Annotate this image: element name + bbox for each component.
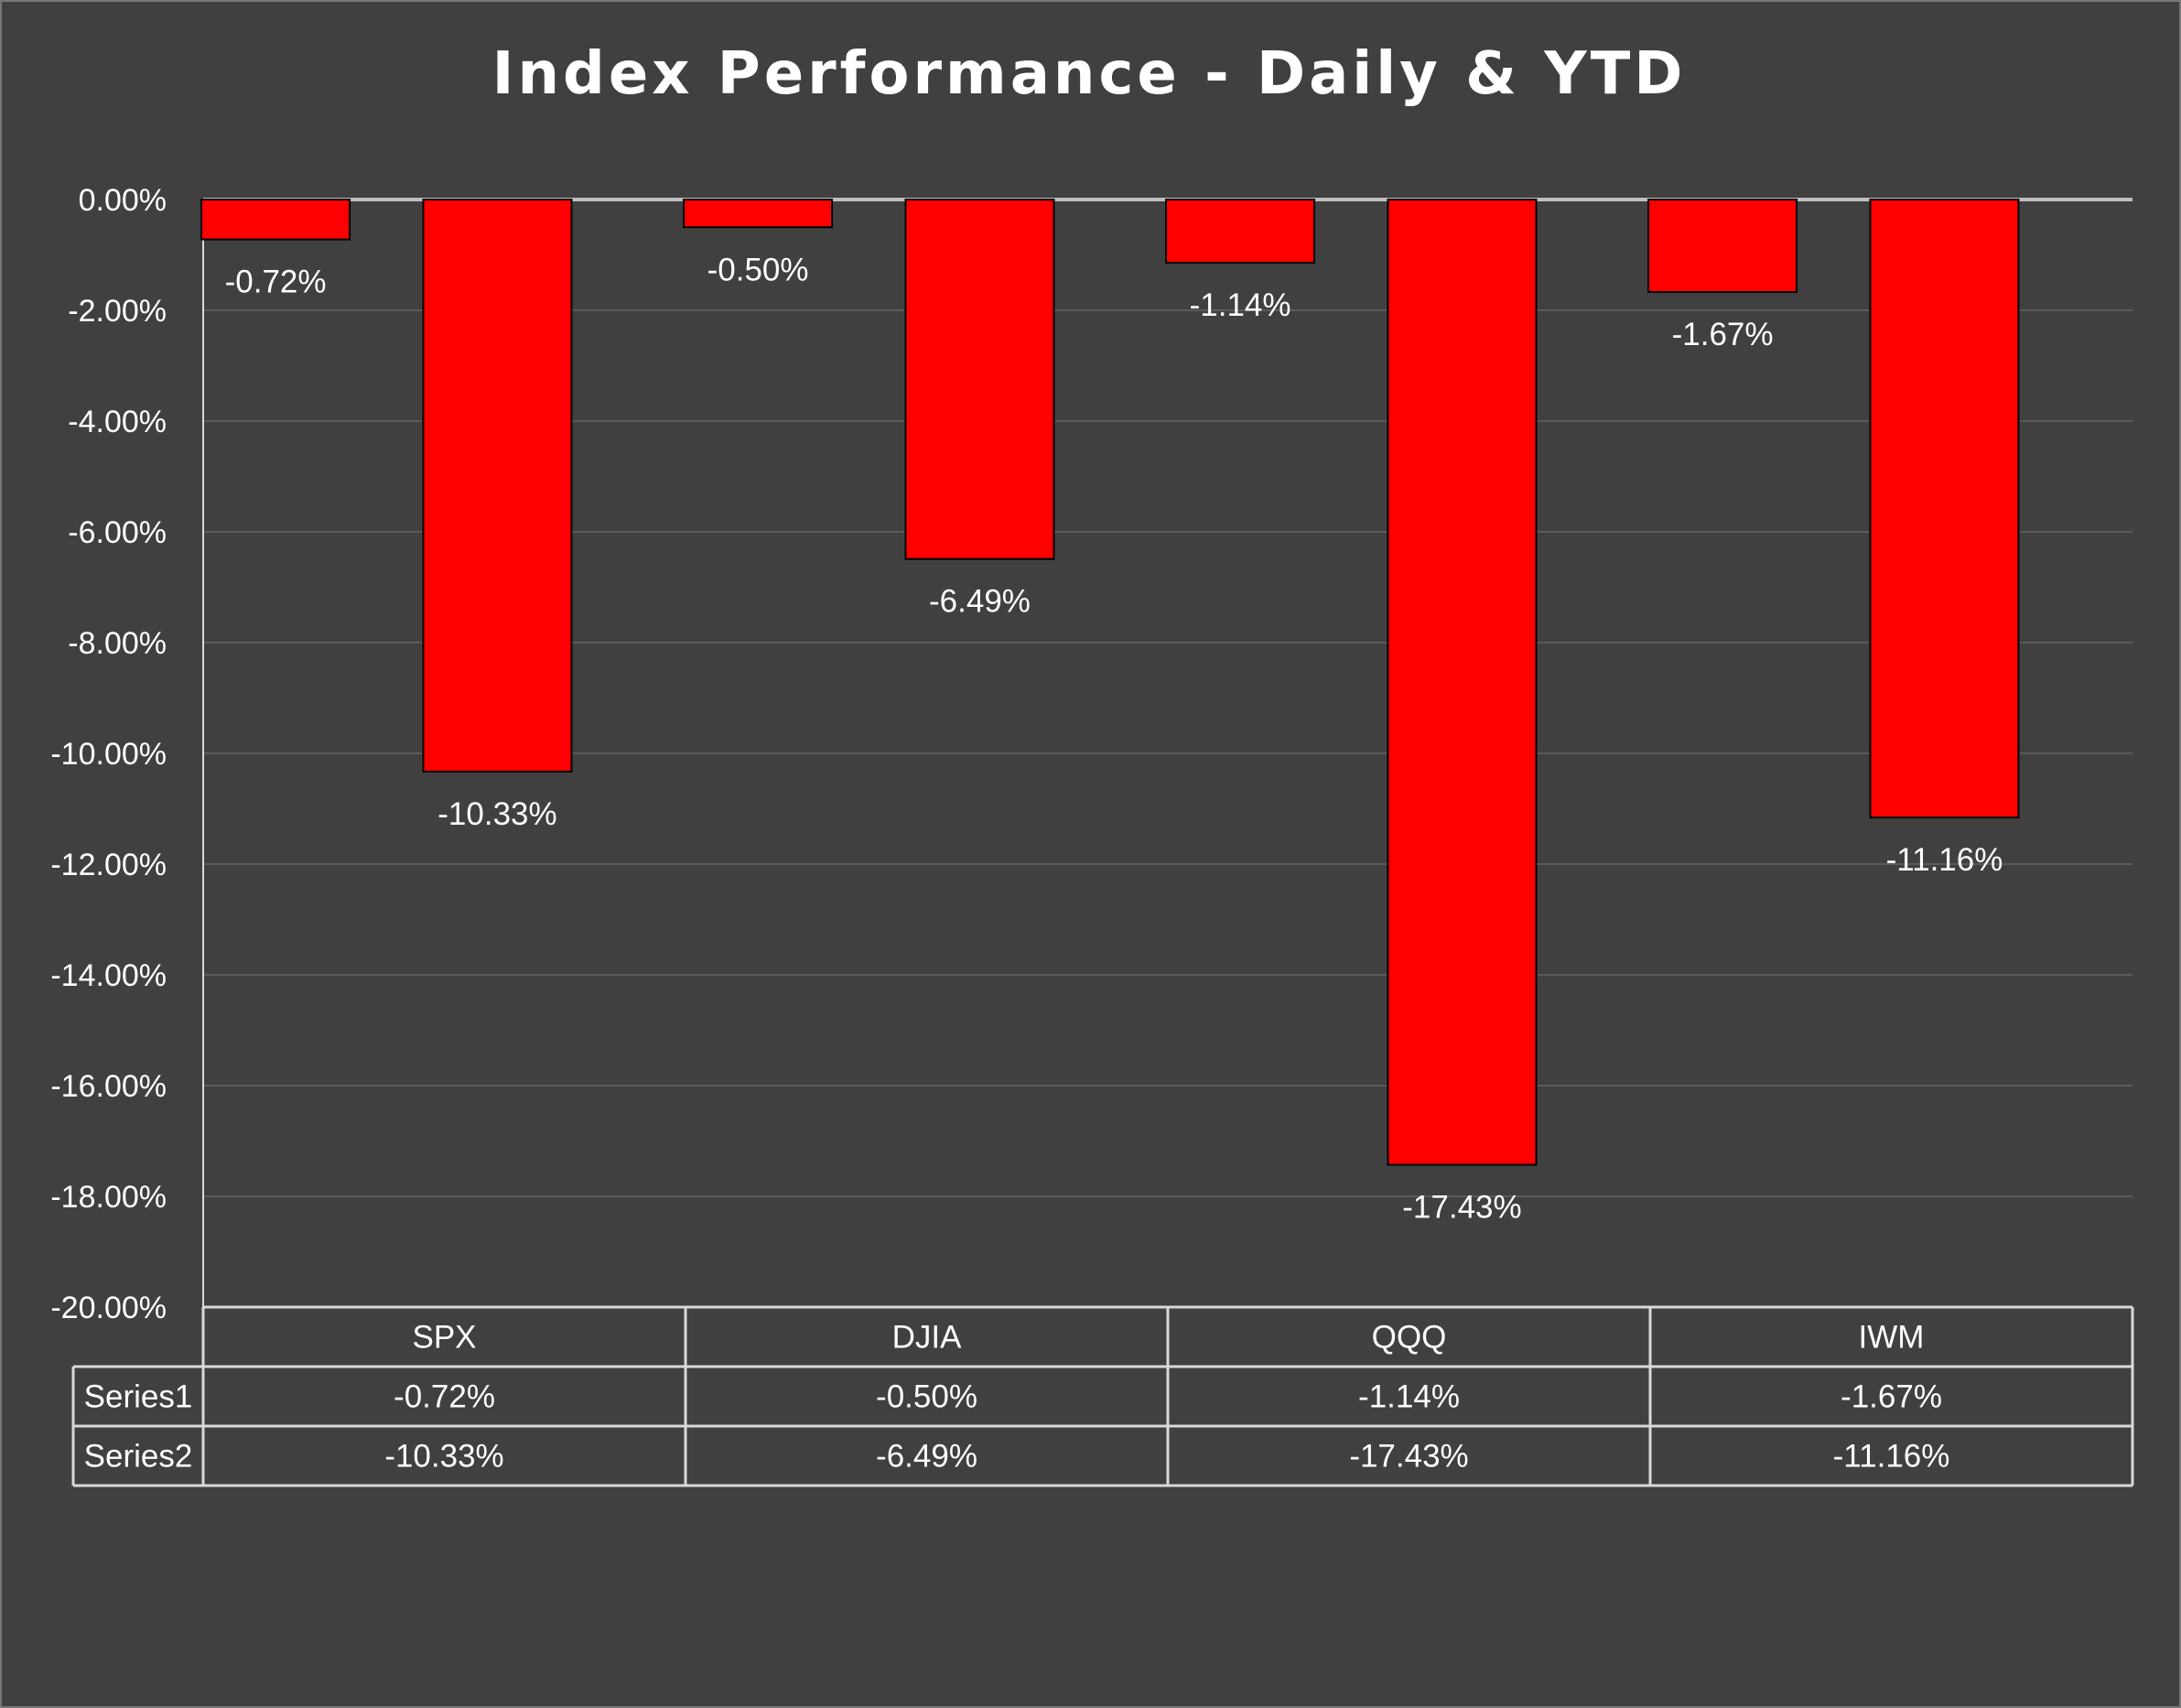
y-tick-label: -6.00% <box>68 515 167 550</box>
table-cell: -11.16% <box>1833 1439 1950 1475</box>
y-tick-label: -10.00% <box>50 737 167 772</box>
x-tick-label: QQQ <box>1372 1320 1447 1356</box>
x-tick-label: IWM <box>1859 1320 1925 1356</box>
bar-series2-djia <box>904 199 1055 560</box>
table-cell: -6.49% <box>876 1439 977 1475</box>
data-label: -10.33% <box>437 796 556 832</box>
table-cell: -1.14% <box>1358 1379 1460 1415</box>
y-tick-label: -8.00% <box>68 626 167 661</box>
legend-series-name: Series1 <box>84 1379 193 1415</box>
table-cell: -0.50% <box>876 1379 977 1415</box>
y-tick-label: -14.00% <box>50 958 167 993</box>
chart-title: Index Performance - Daily & YTD <box>492 40 1687 108</box>
bar-series1-qqq <box>1165 199 1316 264</box>
y-axis-ticks: 0.00% -2.00% -4.00% -6.00% -8.00% -10.00% -12.… <box>50 183 167 1325</box>
bar-series1-iwm <box>1647 199 1798 294</box>
data-label: -6.49% <box>929 584 1031 620</box>
data-label: -1.14% <box>1190 287 1291 323</box>
data-label: -17.43% <box>1402 1190 1521 1226</box>
y-tick-label: -20.00% <box>50 1291 167 1325</box>
y-tick-label: 0.00% <box>79 183 167 218</box>
table-cell: -10.33% <box>384 1439 503 1475</box>
data-labels: -0.72% -0.50% -1.14% -1.67% -10.33% -6.49% -17… <box>225 252 2003 1225</box>
bar-series2-iwm <box>1869 199 2020 819</box>
bar-series2-spx <box>422 199 573 773</box>
y-tick-label: -18.00% <box>50 1180 167 1215</box>
y-tick-label: -12.00% <box>50 848 167 882</box>
table-cell: -1.67% <box>1841 1379 1942 1415</box>
table-cell: -0.72% <box>394 1379 495 1415</box>
bars <box>200 199 2020 1166</box>
data-label: -1.67% <box>1672 317 1774 352</box>
data-label: -0.50% <box>707 252 809 287</box>
bar-series1-spx <box>200 199 351 241</box>
x-tick-label: DJIA <box>892 1320 963 1356</box>
y-tick-label: -2.00% <box>68 294 167 329</box>
bar-series2-qqq <box>1387 199 1538 1166</box>
data-table: SPX DJIA QQQ IWM Series1 -0.72% -0.50% -1.14% -1… <box>71 1305 2134 1487</box>
data-label: -0.72% <box>225 265 327 300</box>
bar-series1-djia <box>683 199 834 229</box>
table-cell: -17.43% <box>1349 1439 1468 1475</box>
x-tick-label: SPX <box>412 1320 476 1356</box>
y-tick-label: -16.00% <box>50 1069 167 1104</box>
legend-series-name: Series2 <box>84 1439 193 1475</box>
data-label: -11.16% <box>1886 842 2003 878</box>
y-tick-label: -4.00% <box>68 405 167 439</box>
